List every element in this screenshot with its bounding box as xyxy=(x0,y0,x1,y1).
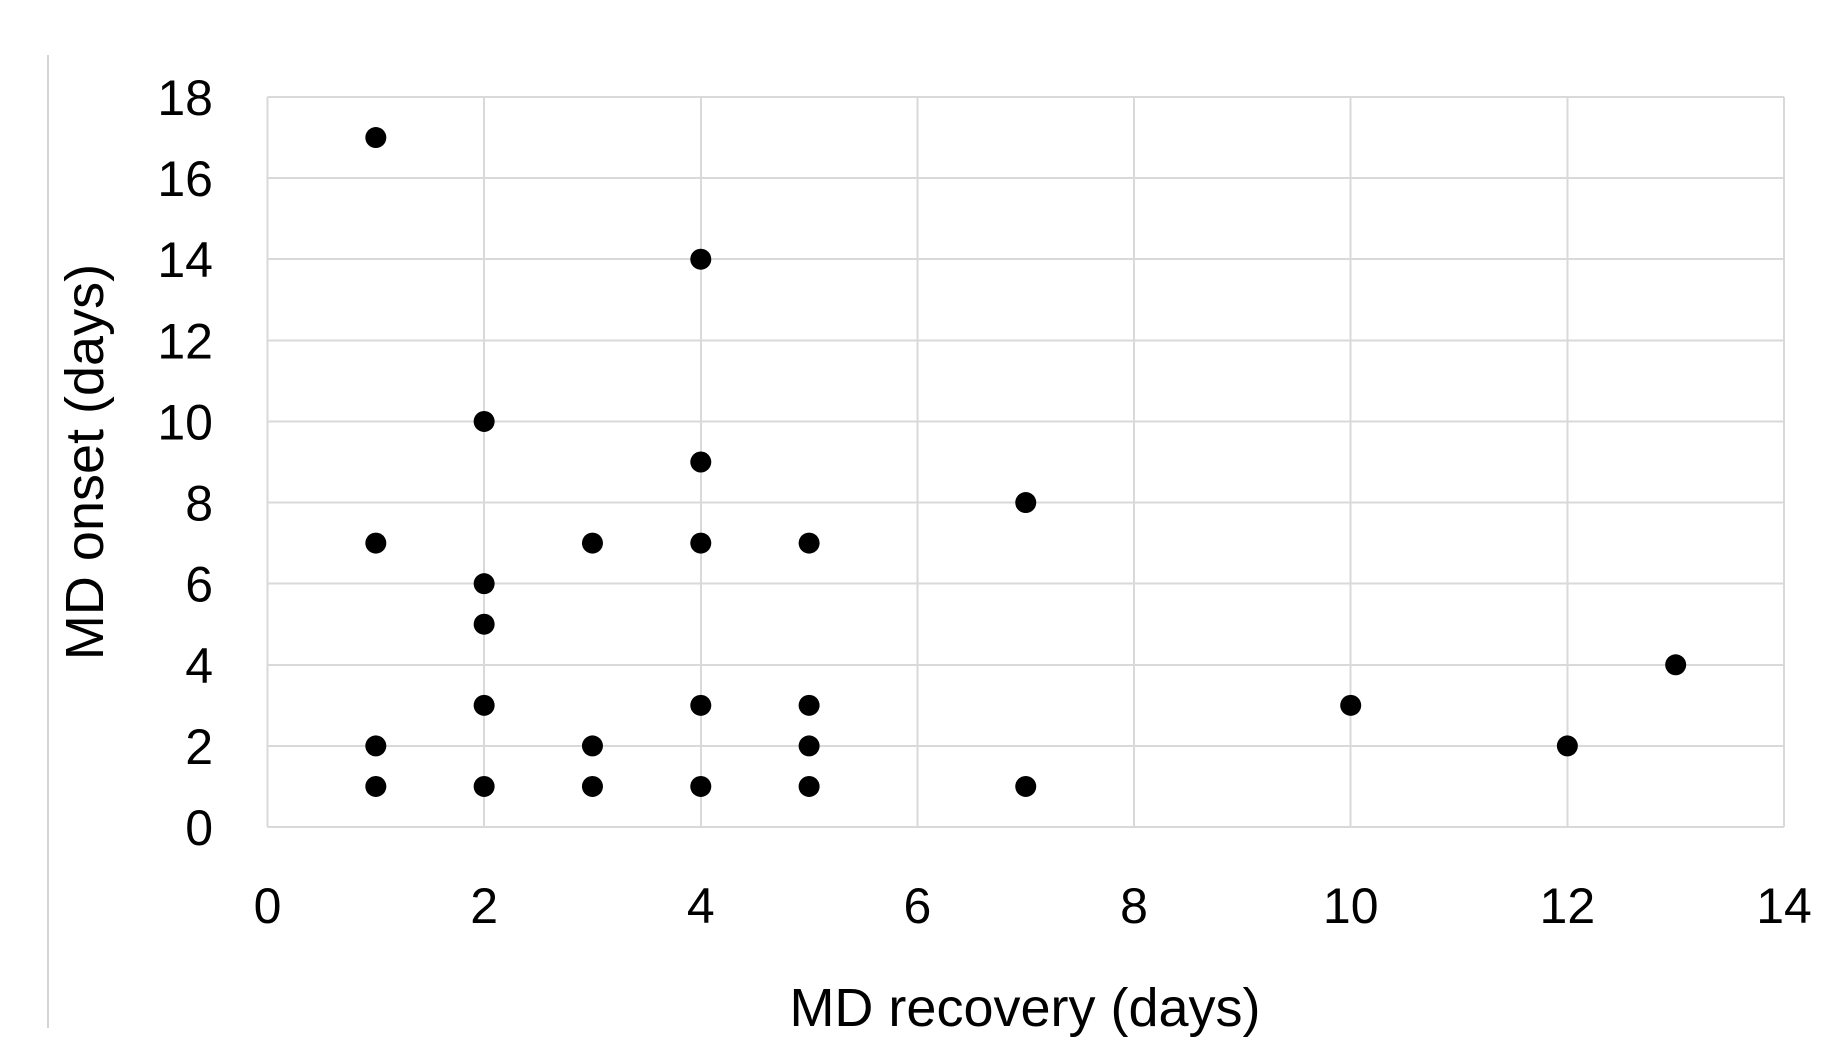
data-point xyxy=(798,694,820,716)
y-tick-label: 18 xyxy=(157,70,213,126)
data-point xyxy=(1340,694,1362,716)
gridlines xyxy=(266,96,1785,828)
data-point xyxy=(365,127,387,149)
x-tick-label: 8 xyxy=(1120,878,1148,934)
data-point xyxy=(581,735,603,757)
data-point xyxy=(473,613,495,635)
data-point xyxy=(581,532,603,554)
data-point xyxy=(798,735,820,757)
x-tick-label: 2 xyxy=(470,878,498,934)
data-point xyxy=(365,532,387,554)
tick-labels: 0 2 4 6 8 10 12 14 0 2 4 6 8 10 12 14 16 18 xyxy=(157,70,1811,934)
data-point xyxy=(365,735,387,757)
y-tick-label: 4 xyxy=(185,638,213,694)
data-point xyxy=(473,410,495,432)
y-tick-label: 14 xyxy=(157,232,213,288)
x-tick-label: 0 xyxy=(254,878,282,934)
y-tick-label: 16 xyxy=(157,151,213,207)
data-point xyxy=(690,775,712,797)
y-tick-label: 0 xyxy=(185,800,213,856)
y-tick-label: 10 xyxy=(157,394,213,450)
y-tick-label: 12 xyxy=(157,313,213,369)
x-tick-label: 12 xyxy=(1540,878,1596,934)
x-tick-label: 14 xyxy=(1756,878,1812,934)
data-point xyxy=(1665,654,1687,676)
data-point xyxy=(365,775,387,797)
x-tick-label: 6 xyxy=(904,878,932,934)
data-point xyxy=(1556,735,1578,757)
data-point xyxy=(473,573,495,595)
data-point xyxy=(690,451,712,473)
data-point xyxy=(1015,492,1037,514)
data-point xyxy=(1015,775,1037,797)
y-tick-label: 2 xyxy=(185,719,213,775)
data-point xyxy=(690,532,712,554)
x-tick-label: 4 xyxy=(687,878,715,934)
data-point xyxy=(690,694,712,716)
y-axis-title: MD onset (days) xyxy=(55,264,115,660)
data-point xyxy=(473,694,495,716)
data-points xyxy=(365,127,1687,797)
y-tick-label: 8 xyxy=(185,476,213,532)
data-point xyxy=(690,248,712,270)
y-tick-label: 6 xyxy=(185,557,213,613)
data-point xyxy=(581,775,603,797)
x-axis-title: MD recovery (days) xyxy=(789,978,1260,1038)
data-point xyxy=(798,775,820,797)
x-tick-label: 10 xyxy=(1323,878,1379,934)
data-point xyxy=(798,532,820,554)
data-point xyxy=(473,775,495,797)
